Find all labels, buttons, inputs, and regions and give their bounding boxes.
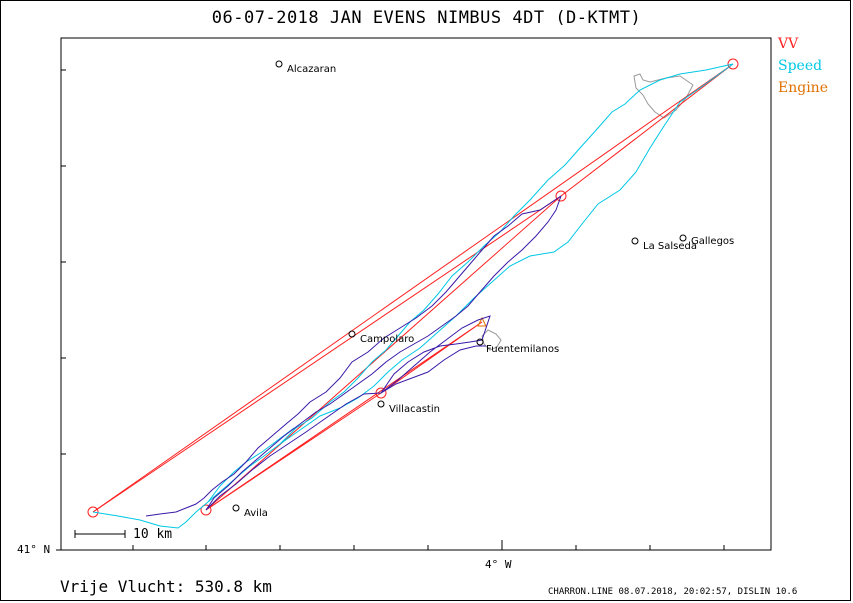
place-markers [232,60,687,512]
place-marker-alcazaran [275,60,283,68]
chart-title: 06-07-2018 JAN EVENS NIMBUS 4DT (D-KTMT) [211,8,642,28]
task-lines [92,63,734,513]
place-label-avila: Avila [244,508,268,519]
scale-label: 10 km [133,527,172,542]
scale-bar: 10 km [74,527,172,542]
turnpoint-east [555,190,567,202]
axis-ticks [56,69,725,551]
place-label-la-salseda: La Salseda [643,241,697,252]
place-label-alcazaran: Alcazaran [287,64,336,75]
place-marker-campolaro [348,330,356,338]
place-marker-avila [232,504,240,512]
flight-track-return [205,315,491,511]
speed-track-return [279,63,734,445]
lon-label: 4° W [485,558,512,571]
free-flight-distance: Vrije Vlucht: 530.8 km [60,577,272,596]
lat-label: 41° N [17,543,50,556]
place-label-campolaro: Campolaro [360,334,414,345]
legend-engine: Engine [778,80,828,96]
terrain-outline-north [633,73,694,119]
turnpoint-west [87,506,99,518]
terrain-outline-airfield [481,329,502,351]
turnpoint-northeast [727,58,739,70]
place-label-gallegos: Gallegos [691,236,734,247]
legend-speed: Speed [778,58,823,74]
place-label-fuentemilanos: Fuentemilanos [486,344,559,355]
legend-vv: VV [778,36,799,52]
credits-line: CHARRON.LINE 08.07.2018, 20:02:57, DISLI… [548,587,798,597]
turnpoint-avila [200,504,212,516]
place-marker-gallegos [679,234,687,242]
place-marker-villacastin [377,400,385,408]
place-marker-la-salseda [631,237,639,245]
place-marker-fuentemilanos [476,338,484,346]
map-frame [60,37,772,551]
place-label-villacastin: Villacastin [389,404,440,415]
flight-track-main [145,195,562,517]
engine-marker [477,316,487,327]
flight-track-east [205,195,562,511]
speed-track [92,63,734,529]
